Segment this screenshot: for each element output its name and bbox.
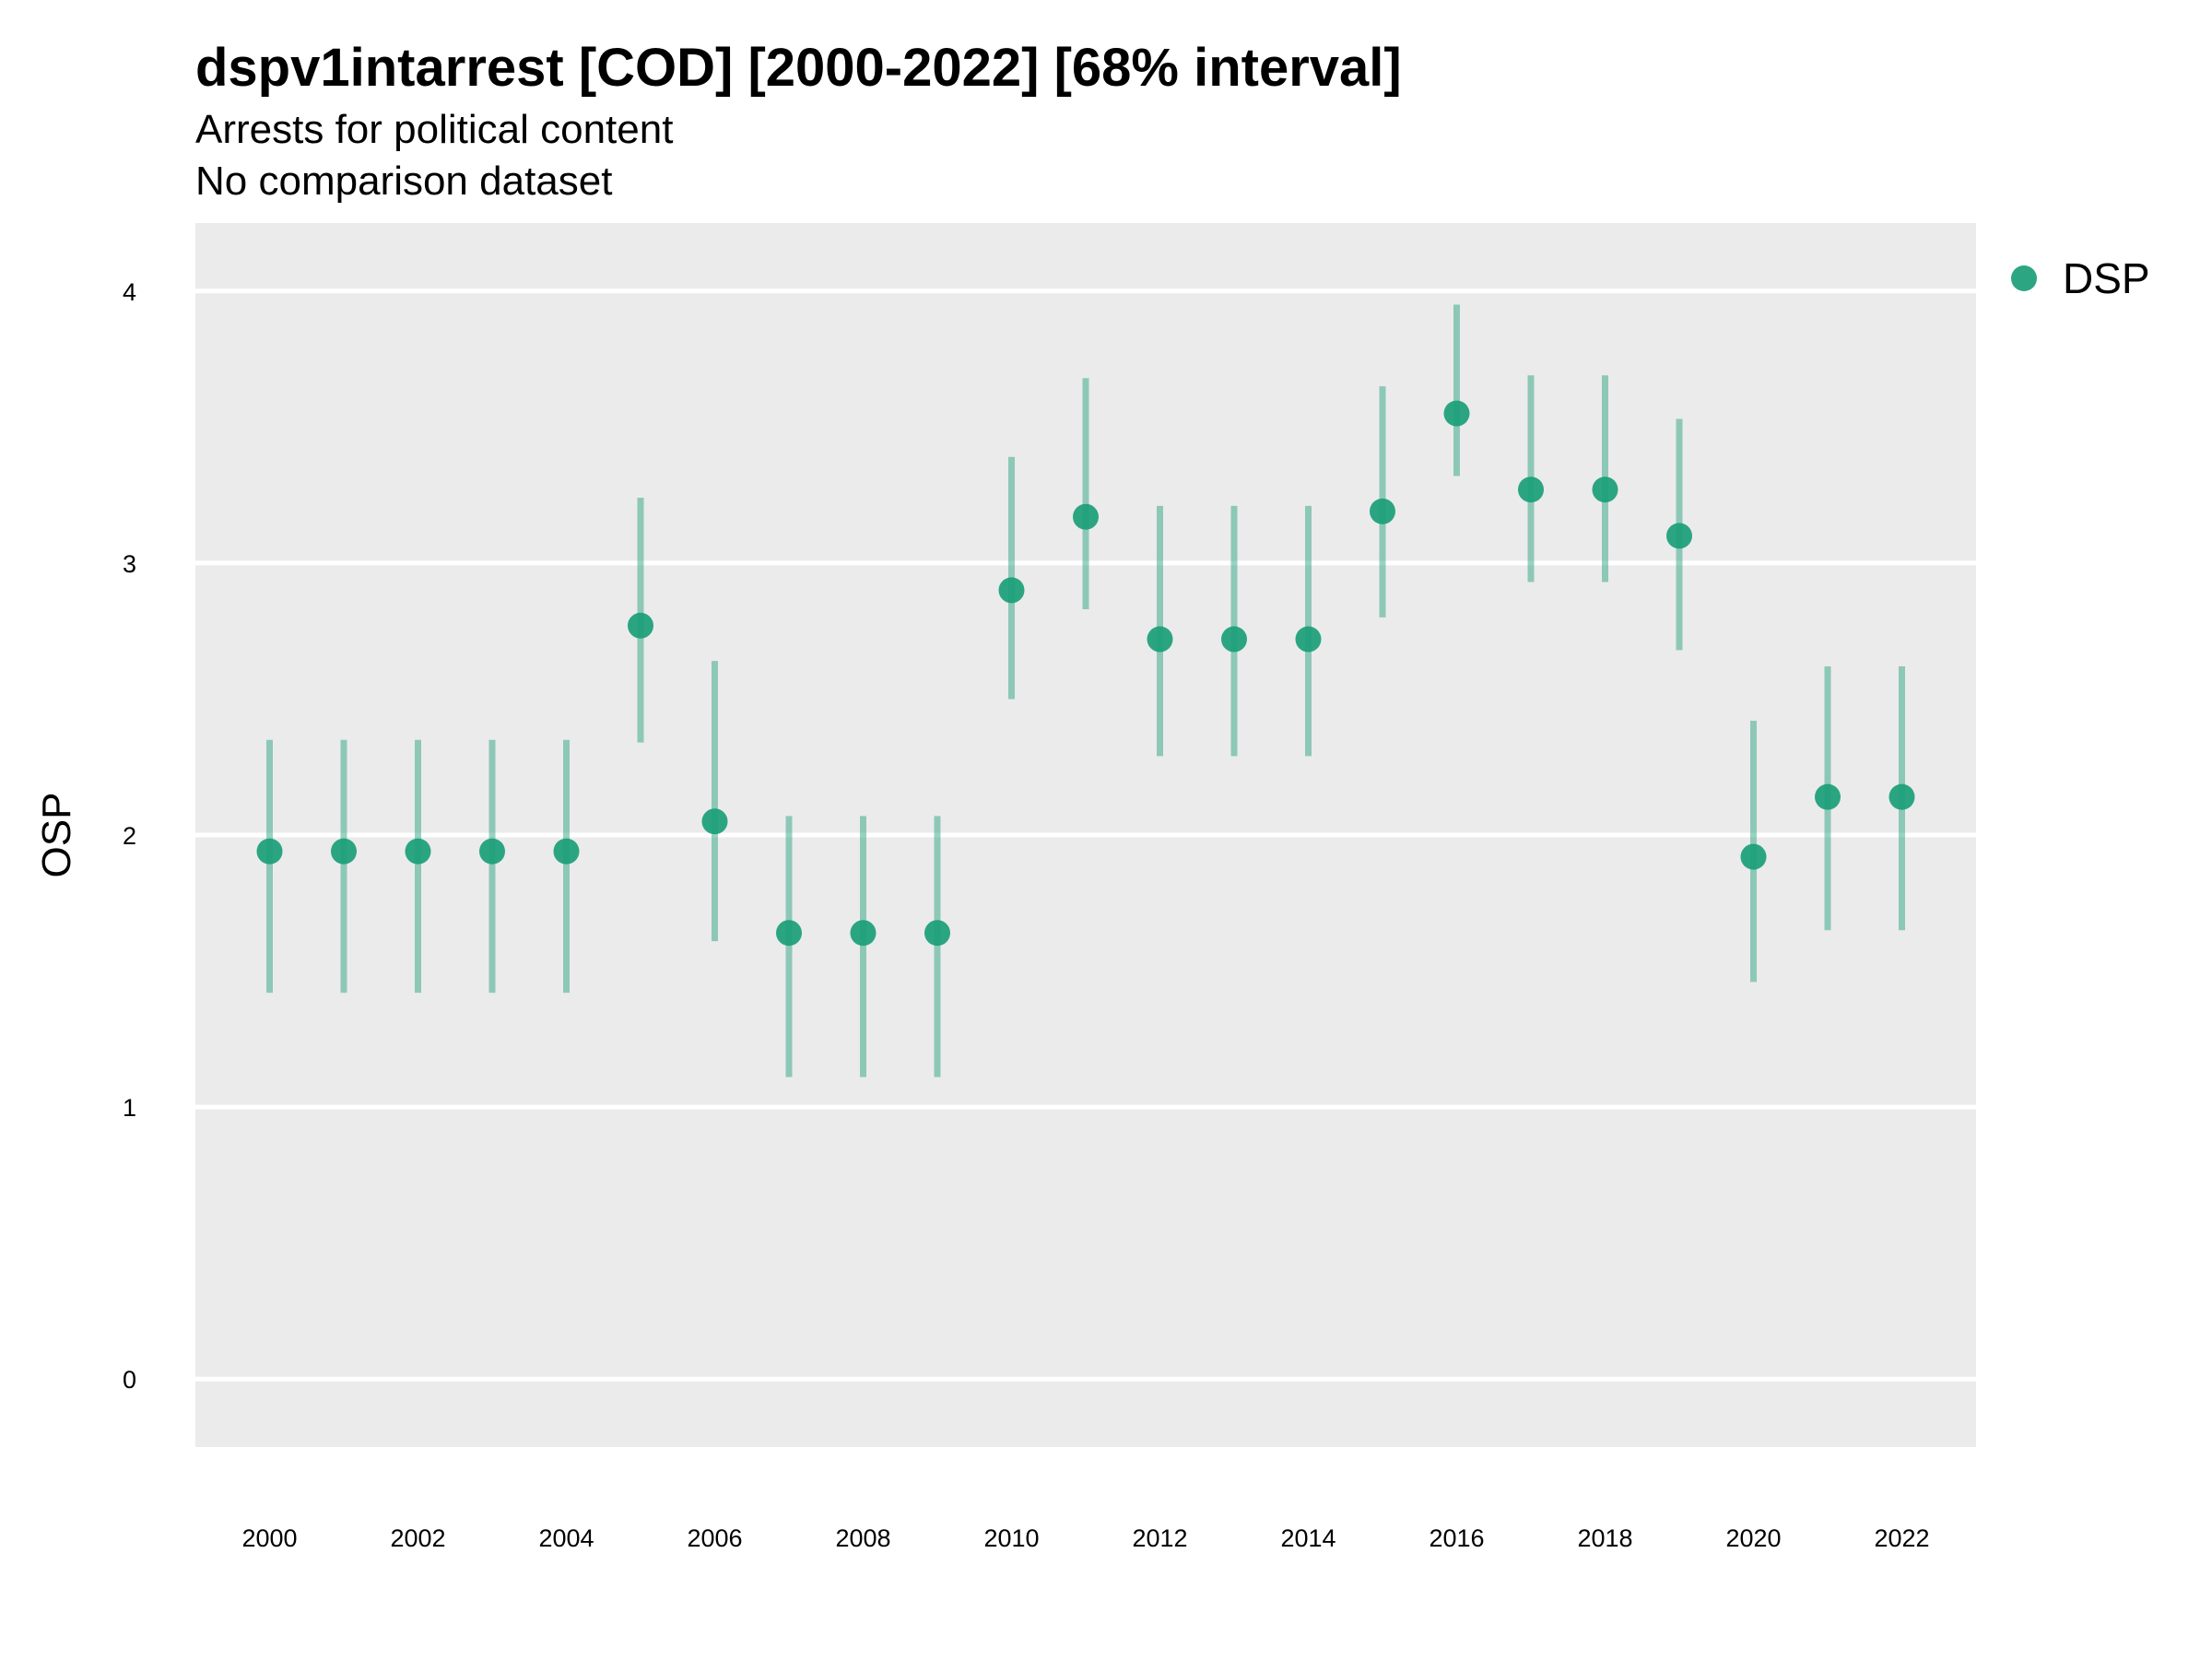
data-point-2001	[331, 838, 357, 865]
legend-label: DSP	[2063, 254, 2150, 302]
data-point-2015	[1370, 498, 1395, 524]
x-tick-label-2020: 2020	[1725, 1524, 1781, 1552]
legend-marker	[2011, 265, 2037, 291]
data-point-2007	[776, 920, 802, 947]
x-tick-label-2016: 2016	[1429, 1524, 1484, 1552]
chart-subtitle: Arrests for political content	[195, 107, 674, 152]
data-point-2012	[1147, 626, 1173, 653]
x-tick-label-2010: 2010	[983, 1524, 1039, 1552]
x-tick-label-2014: 2014	[1280, 1524, 1335, 1552]
x-tick-label-2002: 2002	[390, 1524, 445, 1552]
y-axis-label: OSP	[34, 793, 79, 878]
data-point-2008	[850, 920, 877, 947]
x-tick-label-2008: 2008	[835, 1524, 890, 1552]
data-point-2022	[1888, 783, 1915, 810]
data-point-2000	[256, 838, 283, 865]
data-point-2013	[1221, 626, 1247, 653]
y-tick-label-3: 3	[123, 550, 136, 578]
data-point-2006	[701, 808, 728, 835]
chart-title: dspv1intarrest [COD] [2000-2022] [68% in…	[195, 38, 1402, 98]
x-tick-label-2022: 2022	[1874, 1524, 1929, 1552]
legend: DSP	[2011, 254, 2150, 302]
x-tick-label-2012: 2012	[1132, 1524, 1187, 1552]
x-tick-label-2018: 2018	[1577, 1524, 1632, 1552]
grid-lines	[195, 288, 1976, 1382]
y-tick-label-2: 2	[123, 822, 136, 850]
y-tick-label-4: 4	[123, 278, 136, 306]
data-point-2020	[1740, 843, 1767, 870]
data-point-2011	[1073, 503, 1099, 530]
data-point-2018	[1592, 477, 1618, 503]
data-point-2002	[405, 838, 431, 865]
data-point-2016	[1443, 400, 1470, 427]
data-point-2014	[1295, 626, 1322, 653]
y-tick-label-0: 0	[123, 1366, 136, 1394]
data-point-2009	[924, 920, 950, 947]
data-point-2004	[553, 838, 580, 865]
x-tick-label-2006: 2006	[687, 1524, 742, 1552]
x-tick-label-2004: 2004	[538, 1524, 594, 1552]
data-point-2003	[479, 838, 505, 865]
data-point-2019	[1666, 523, 1692, 549]
x-tick-label-2000: 2000	[241, 1524, 297, 1552]
y-tick-label-1: 1	[123, 1094, 136, 1122]
data-point-2021	[1815, 783, 1841, 810]
data-point-2010	[998, 577, 1025, 604]
chart-subtitle-secondary: No comparison dataset	[195, 159, 613, 204]
data-points	[256, 400, 1915, 947]
x-axis-ticks: 2000 2002 2004 2006 2008 2010 2012 2014 2016 2018…	[241, 1524, 1929, 1552]
data-point-2017	[1518, 477, 1544, 503]
data-point-2005	[628, 612, 653, 639]
y-axis-ticks: 0 1 2 3 4	[123, 278, 136, 1394]
